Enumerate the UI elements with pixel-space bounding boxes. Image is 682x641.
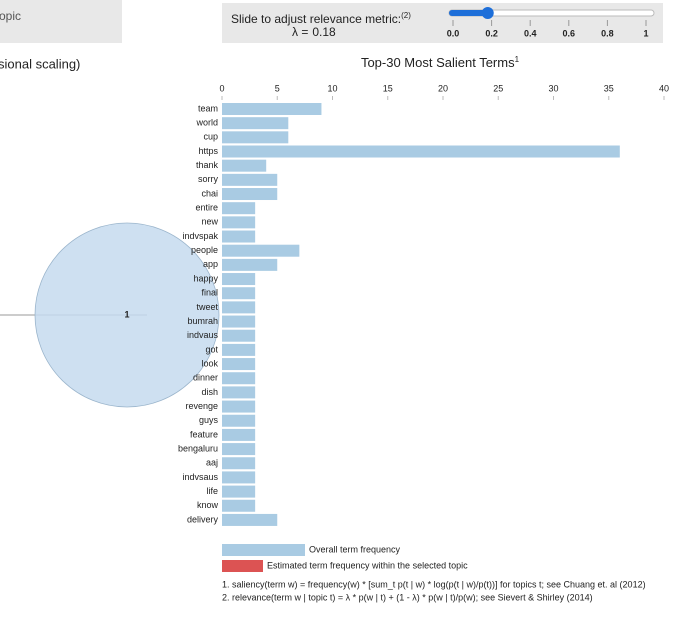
slider-fill bbox=[449, 10, 488, 16]
slider-handle[interactable] bbox=[481, 7, 494, 19]
lambda-value: 0.18 bbox=[312, 25, 336, 39]
footnote: 2. relevance(term w | topic t) = λ * p(w… bbox=[222, 592, 593, 602]
scaling-title: sional scaling) bbox=[0, 56, 80, 71]
title-note: 1 bbox=[515, 55, 520, 64]
lambda-text: λ = bbox=[292, 25, 308, 39]
legend-label: Estimated term frequency within the sele… bbox=[267, 560, 468, 570]
slider-label-text: Slide to adjust relevance metric: bbox=[231, 12, 401, 26]
term-label[interactable]: look bbox=[201, 358, 218, 368]
topic-circle[interactable] bbox=[34, 222, 220, 408]
topic-box-text: opic bbox=[0, 9, 21, 23]
term-label[interactable]: revenge bbox=[185, 401, 218, 411]
term-label[interactable]: happy bbox=[193, 273, 218, 283]
slider-tick-label: 0.4 bbox=[524, 28, 537, 38]
x-tick-label: 20 bbox=[438, 83, 448, 93]
slider-tick-label: 0.6 bbox=[563, 28, 576, 38]
x-tick-label: 15 bbox=[383, 83, 393, 93]
bar[interactable] bbox=[222, 386, 256, 399]
bar[interactable] bbox=[222, 117, 289, 130]
bar[interactable] bbox=[222, 329, 256, 342]
term-label[interactable]: bengaluru bbox=[178, 443, 218, 453]
term-label[interactable]: indvaus bbox=[187, 330, 219, 340]
bar[interactable] bbox=[222, 202, 256, 215]
bar[interactable] bbox=[222, 145, 620, 158]
term-label[interactable]: life bbox=[206, 486, 218, 496]
term-label[interactable]: know bbox=[197, 500, 219, 510]
topic-circle-label: 1 bbox=[124, 309, 129, 319]
slider-tick-label: 0.8 bbox=[601, 28, 614, 38]
bar[interactable] bbox=[222, 499, 256, 512]
bar[interactable] bbox=[222, 428, 256, 441]
term-label[interactable]: got bbox=[205, 344, 218, 354]
bar[interactable] bbox=[222, 414, 256, 427]
slider-label: Slide to adjust relevance metric:(2) bbox=[231, 11, 411, 26]
term-label[interactable]: chai bbox=[201, 188, 218, 198]
term-label[interactable]: dinner bbox=[193, 373, 218, 383]
legend-swatch bbox=[222, 544, 305, 556]
term-label[interactable]: people bbox=[191, 245, 218, 255]
term-label[interactable]: delivery bbox=[187, 514, 219, 524]
lambda-label: λ = 0.18 bbox=[292, 25, 336, 39]
x-tick-label: 40 bbox=[659, 83, 669, 93]
bar[interactable] bbox=[222, 103, 322, 115]
term-label[interactable]: feature bbox=[190, 429, 218, 439]
bar[interactable] bbox=[222, 230, 256, 243]
bar[interactable] bbox=[222, 400, 256, 413]
bar[interactable] bbox=[222, 287, 256, 300]
bar[interactable] bbox=[222, 131, 289, 144]
term-label[interactable]: tweet bbox=[196, 302, 218, 312]
slider-tick-label: 1 bbox=[643, 28, 648, 38]
term-label[interactable]: dish bbox=[201, 387, 218, 397]
bar[interactable] bbox=[222, 188, 278, 201]
topic-box bbox=[0, 0, 122, 43]
legend-label: Overall term frequency bbox=[309, 544, 401, 554]
term-label[interactable]: world bbox=[195, 118, 218, 128]
slider-note: (2) bbox=[401, 11, 411, 20]
bar[interactable] bbox=[222, 273, 256, 286]
term-label[interactable]: aaj bbox=[206, 458, 218, 468]
slider-tick-label: 0.0 bbox=[447, 28, 460, 38]
term-label[interactable]: guys bbox=[199, 415, 219, 425]
bar[interactable] bbox=[222, 244, 300, 257]
term-label[interactable]: cup bbox=[203, 132, 218, 142]
bar[interactable] bbox=[222, 443, 256, 456]
bar[interactable] bbox=[222, 159, 267, 172]
x-tick-label: 25 bbox=[493, 83, 503, 93]
bar[interactable] bbox=[222, 301, 256, 314]
chart-title-text: Top-30 Most Salient Terms bbox=[361, 55, 515, 70]
bar[interactable] bbox=[222, 258, 278, 271]
term-label[interactable]: indvsaus bbox=[182, 472, 218, 482]
bar[interactable] bbox=[222, 173, 278, 186]
x-tick-label: 30 bbox=[548, 83, 558, 93]
bar[interactable] bbox=[222, 315, 256, 328]
legend-swatch bbox=[222, 560, 263, 572]
bar[interactable] bbox=[222, 513, 278, 526]
bar[interactable] bbox=[222, 343, 256, 356]
bar[interactable] bbox=[222, 471, 256, 484]
term-label[interactable]: bumrah bbox=[187, 316, 218, 326]
bar[interactable] bbox=[222, 358, 256, 371]
x-tick-label: 10 bbox=[327, 83, 337, 93]
chart-title: Top-30 Most Salient Terms1 bbox=[361, 55, 520, 70]
term-label[interactable]: entire bbox=[195, 203, 218, 213]
x-tick-label: 5 bbox=[275, 83, 280, 93]
bar[interactable] bbox=[222, 485, 256, 498]
term-label[interactable]: new bbox=[201, 217, 218, 227]
bar[interactable] bbox=[222, 216, 256, 229]
term-label[interactable]: indvspak bbox=[182, 231, 218, 241]
term-label[interactable]: sorry bbox=[198, 174, 218, 184]
footnote: 1. saliency(term w) = frequency(w) * [su… bbox=[222, 579, 646, 589]
x-tick-label: 35 bbox=[604, 83, 614, 93]
term-label[interactable]: app bbox=[203, 259, 218, 269]
term-label[interactable]: final bbox=[201, 288, 218, 298]
term-label[interactable]: thank bbox=[196, 160, 219, 170]
slider-tick-label: 0.2 bbox=[485, 28, 498, 38]
x-tick-label: 0 bbox=[219, 83, 224, 93]
bar[interactable] bbox=[222, 457, 256, 470]
term-label[interactable]: team bbox=[198, 103, 218, 113]
term-label[interactable]: https bbox=[198, 146, 218, 156]
bar[interactable] bbox=[222, 372, 256, 385]
